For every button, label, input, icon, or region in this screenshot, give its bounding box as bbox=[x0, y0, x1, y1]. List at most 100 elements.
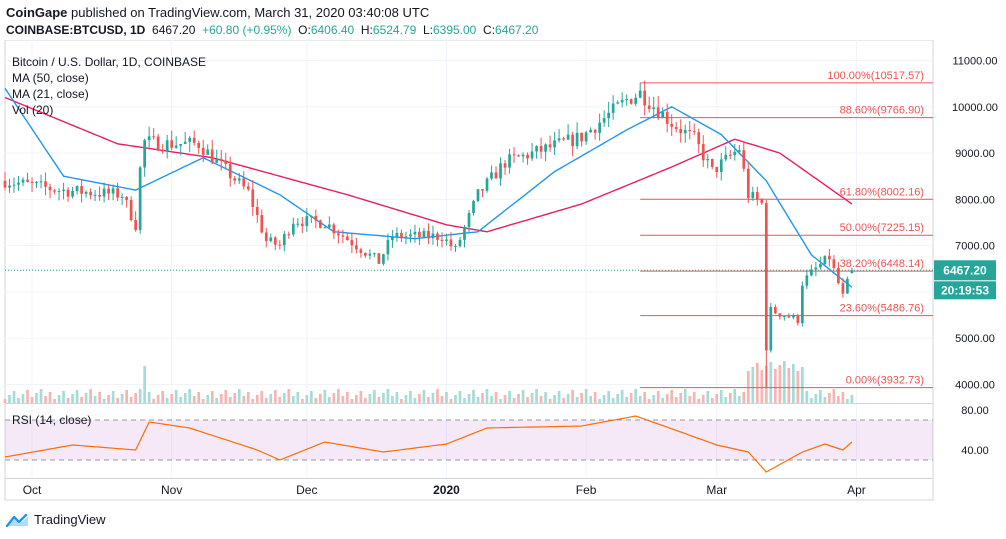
candle-body bbox=[787, 316, 791, 318]
volume-bar bbox=[233, 393, 237, 403]
candle-body bbox=[485, 178, 489, 191]
volume-bar bbox=[125, 390, 128, 403]
volume-bar bbox=[53, 399, 56, 403]
volume-bar bbox=[683, 389, 687, 403]
fib-level-label: 23.60%(5486.76) bbox=[840, 303, 924, 315]
candle-body bbox=[445, 239, 448, 242]
candle-body bbox=[206, 149, 210, 155]
volume-bar bbox=[846, 399, 849, 403]
volume-bar bbox=[665, 394, 669, 403]
candle-body bbox=[237, 178, 241, 181]
volume-bar bbox=[733, 389, 737, 403]
candle-body bbox=[287, 234, 291, 236]
volume-bar bbox=[431, 393, 435, 403]
candle-body bbox=[62, 189, 65, 192]
candle-body bbox=[138, 167, 142, 230]
volume-bar bbox=[598, 399, 601, 403]
candle-body bbox=[801, 285, 804, 324]
candle-body bbox=[607, 112, 611, 119]
candle-body bbox=[778, 313, 782, 317]
volume-bar bbox=[526, 397, 529, 403]
volume-bar bbox=[278, 397, 282, 403]
volume-bar bbox=[553, 395, 556, 403]
volume-bar bbox=[823, 397, 827, 403]
volume-bar bbox=[503, 395, 507, 403]
candle-body bbox=[584, 132, 588, 142]
publisher-name: CoinGape bbox=[6, 5, 68, 20]
candle-body bbox=[724, 154, 728, 160]
candle-body bbox=[810, 269, 813, 276]
low-label: L: bbox=[422, 23, 433, 37]
tradingview-footer[interactable]: TradingView bbox=[6, 512, 106, 527]
candle-body bbox=[656, 107, 660, 118]
candle-body bbox=[48, 186, 52, 191]
volume-bar bbox=[337, 389, 340, 403]
candle-body bbox=[273, 237, 277, 245]
price-axis[interactable]: 11000.0010000.009000.008000.007000.00600… bbox=[5, 56, 998, 457]
candle-body bbox=[819, 264, 822, 268]
volume-bar bbox=[710, 398, 714, 403]
price-chart[interactable]: 100.00%(10517.57) 88.60%(9766.90) 61.80%(8… bbox=[0, 40, 1006, 502]
volume-bar bbox=[656, 391, 660, 403]
volume-bar bbox=[589, 396, 592, 403]
candle-body bbox=[134, 220, 137, 230]
candle-body bbox=[440, 239, 444, 242]
candle-body bbox=[463, 226, 466, 240]
candle-body bbox=[152, 136, 156, 138]
volume-bar bbox=[300, 399, 304, 403]
candle-body bbox=[530, 151, 534, 159]
candle-body bbox=[458, 239, 462, 247]
volume-bar bbox=[521, 390, 525, 403]
candle-body bbox=[823, 255, 827, 265]
candle-body bbox=[278, 244, 282, 246]
volume-bar bbox=[647, 399, 651, 403]
volume-bar bbox=[341, 396, 345, 403]
candle-body bbox=[431, 233, 435, 239]
volume-bar bbox=[593, 392, 597, 403]
volume-bar bbox=[580, 393, 583, 403]
candle-body bbox=[706, 158, 710, 161]
candle-body bbox=[661, 112, 665, 118]
candle-body bbox=[219, 158, 223, 161]
volume-bar bbox=[476, 397, 480, 403]
candle-body bbox=[828, 255, 831, 260]
candle-body bbox=[98, 194, 101, 197]
low-value: 6395.00 bbox=[432, 23, 477, 37]
candle-body bbox=[571, 134, 574, 147]
ma50-line bbox=[4, 96, 853, 233]
candle-body bbox=[697, 132, 701, 145]
candle-body bbox=[616, 102, 620, 104]
candle-body bbox=[773, 307, 777, 314]
candle-body bbox=[467, 212, 471, 227]
volume-bar bbox=[264, 398, 268, 403]
time-axis[interactable]: Oct Nov Dec 2020 Feb Mar Apr bbox=[23, 483, 866, 497]
candle-body bbox=[409, 234, 412, 237]
volume-bar bbox=[458, 391, 462, 403]
volume-bar bbox=[652, 395, 656, 403]
volume-bar bbox=[215, 398, 219, 403]
volume-bar bbox=[143, 366, 147, 403]
candle-body bbox=[769, 307, 773, 351]
candle-body bbox=[526, 154, 529, 159]
candle-body bbox=[192, 137, 196, 143]
candle-body bbox=[710, 158, 714, 168]
candle-body bbox=[737, 150, 741, 152]
volume-bar bbox=[607, 391, 611, 403]
candle-body bbox=[404, 236, 408, 239]
last-price-badge bbox=[934, 260, 996, 281]
volume-bar bbox=[755, 363, 759, 403]
candle-body bbox=[291, 223, 295, 235]
candle-body bbox=[566, 134, 570, 140]
candle-body bbox=[120, 196, 124, 198]
candle-body bbox=[638, 90, 642, 98]
candle-body bbox=[129, 199, 133, 221]
candle-body bbox=[670, 123, 674, 127]
candle-body bbox=[341, 235, 345, 237]
volume-bar bbox=[530, 393, 534, 403]
time-tick-label: Dec bbox=[296, 483, 317, 497]
price-tick-label: 9000.00 bbox=[955, 148, 995, 160]
fibonacci-retracement[interactable]: 100.00%(10517.57) 88.60%(9766.90) 61.80%(8… bbox=[640, 70, 933, 389]
candle-body bbox=[764, 203, 768, 351]
rsi-tick-label: 80.00 bbox=[961, 405, 989, 417]
candle-body bbox=[251, 189, 255, 207]
